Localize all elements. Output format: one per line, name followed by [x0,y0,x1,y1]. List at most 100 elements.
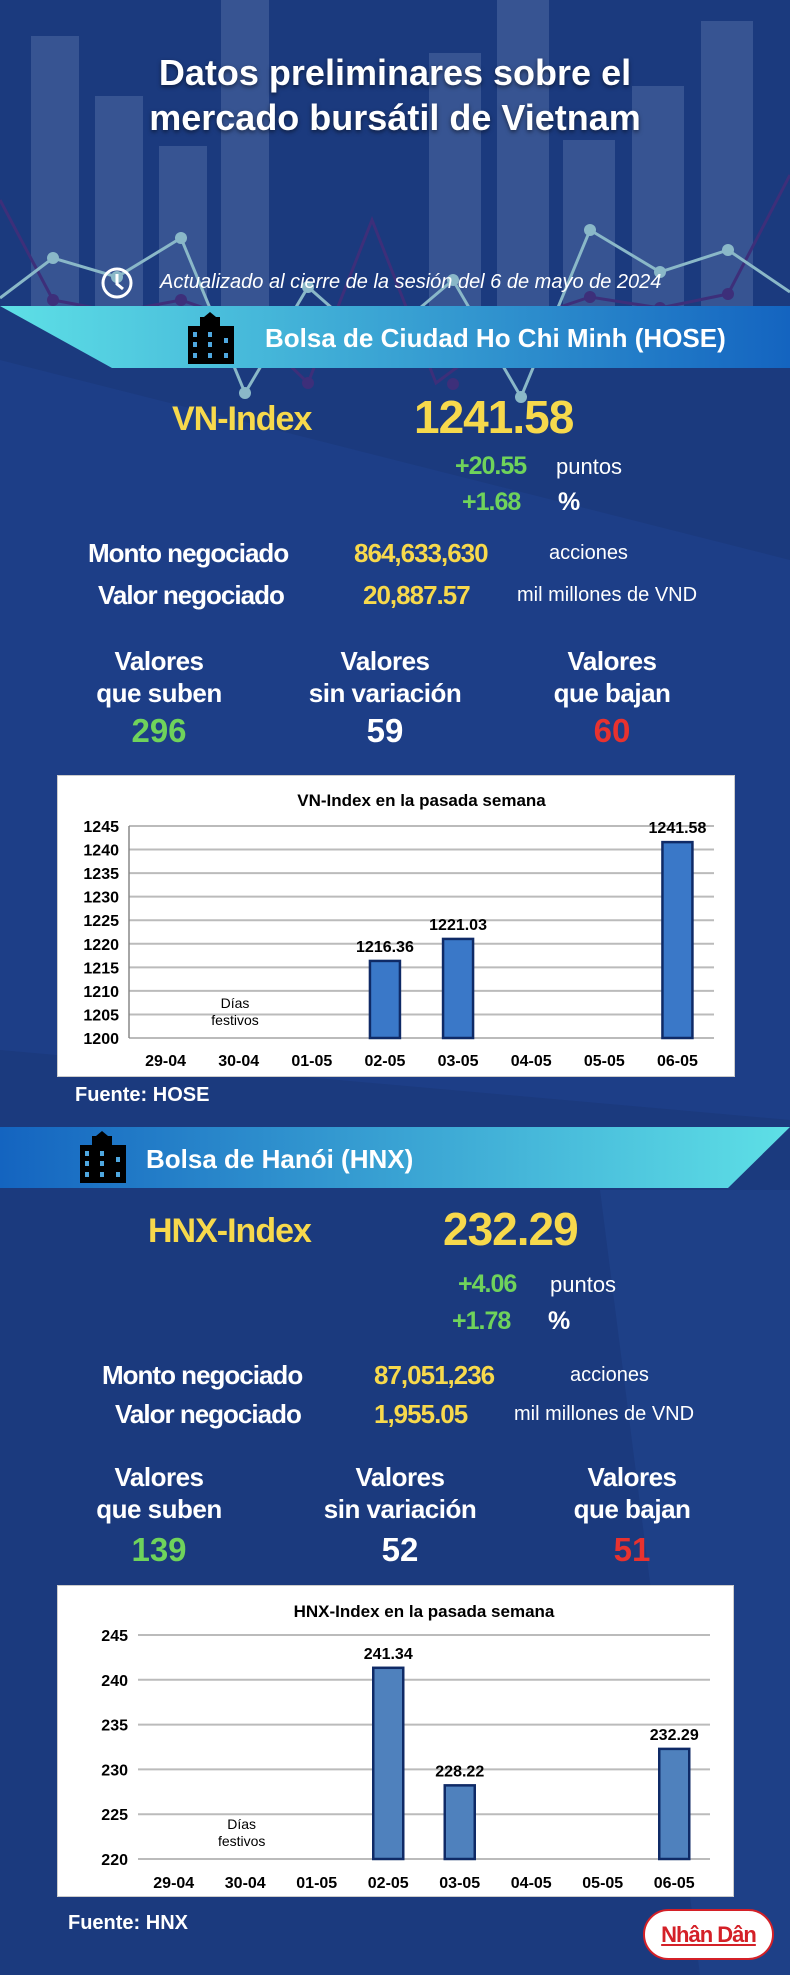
x-tick-label: 02-05 [364,1053,405,1070]
hnx-index-value: 232.29 [443,1203,579,1255]
holiday-annotation: festivos [211,1012,258,1028]
pct-unit: % [548,1307,571,1335]
chart-title: VN-Index en la pasada semana [297,791,546,810]
up-count: 296 [131,712,187,749]
holiday-annotation: Días [227,1816,256,1832]
page-title-line2: mercado bursátil de Vietnam [149,97,641,138]
y-tick-label: 1210 [83,984,119,1001]
y-tick-label: 245 [101,1628,128,1645]
hnx-index-chart: HNX-Index en la pasada semana 220 225 230 23… [57,1585,734,1897]
data-label: 1216.36 [356,939,414,956]
x-tick-label: 06-05 [657,1053,698,1070]
bar [368,959,402,1040]
hnx-change-points: +4.06 [458,1270,517,1298]
y-tick-label: 1220 [83,937,119,954]
down-count: 51 [613,1531,651,1568]
hnx-change-pct: +1.78 [452,1307,511,1335]
x-tick-label: 30-04 [218,1053,259,1070]
data-label: 228.22 [435,1763,484,1780]
volume-unit: acciones [570,1364,649,1386]
hose-source: Fuente: HOSE [75,1084,210,1106]
holiday-annotation: festivos [218,1833,265,1849]
vn-index-chart-svg: VN-Index en la pasada semana 1200 1205 1210… [83,791,714,1070]
x-tick-label: 05-05 [582,1875,623,1892]
y-tick-label: 230 [101,1762,128,1779]
down-label: Valores que bajan [553,646,671,708]
volume-label: Monto negociado [102,1360,303,1390]
data-label: 241.34 [364,1646,413,1663]
hnx-banner-bg [0,1127,790,1188]
x-tick-label: 02-05 [368,1875,409,1892]
y-tick-label: 240 [101,1673,128,1690]
value-value: 1,955.05 [374,1399,468,1429]
updated-text: Actualizado al cierre de la sesión del 6… [160,271,662,293]
hnx-index-label: HNX-Index [148,1212,312,1250]
pct-unit: % [558,488,581,516]
x-tick-label: 03-05 [439,1875,480,1892]
down-count: 60 [593,712,631,749]
hnx-source: Fuente: HNX [68,1912,188,1934]
vn-change-pct: +1.68 [462,488,521,516]
flat-count: 52 [381,1531,419,1568]
volume-value: 864,633,630 [354,538,489,568]
hnx-index-chart-svg: HNX-Index en la pasada semana 220 225 230 23… [101,1602,710,1892]
bar [658,1747,691,1861]
bar [372,1666,405,1861]
x-tick-label: 04-05 [511,1053,552,1070]
value-unit: mil millones de VND [517,584,698,606]
vn-index-label: VN-Index [172,400,312,438]
down-label: Valores que bajan [573,1462,691,1524]
page-title-line1: Datos preliminares sobre el [158,52,632,93]
x-tick-label: 01-05 [291,1053,332,1070]
building-icon [80,1131,126,1183]
y-tick-label: 1230 [83,890,119,907]
x-tick-label: 03-05 [438,1053,479,1070]
vn-index-chart: VN-Index en la pasada semana 1200 1205 1210… [57,775,735,1077]
holiday-annotation: Días [221,995,250,1011]
y-tick-label: 1225 [83,913,119,930]
y-tick-label: 1200 [83,1031,119,1048]
data-label: 1241.58 [649,820,707,837]
up-label: Valores que suben [96,1462,222,1524]
y-tick-label: 225 [101,1807,128,1824]
y-tick-label: 235 [101,1718,128,1735]
volume-value: 87,051,236 [374,1360,495,1390]
vn-change-points: +20.55 [455,452,527,480]
vn-index-value: 1241.58 [414,391,574,443]
bar [443,1784,476,1861]
x-tick-label: 29-04 [153,1875,194,1892]
x-tick-label: 05-05 [584,1053,625,1070]
value-label: Valor negociado [98,580,285,610]
points-unit: puntos [556,454,623,479]
points-unit: puntos [550,1272,617,1297]
value-unit: mil millones de VND [514,1403,695,1425]
value-label: Valor negociado [115,1399,302,1429]
y-tick-label: 1215 [83,960,119,977]
value-value: 20,887.57 [363,580,471,610]
hose-banner-title: Bolsa de Ciudad Ho Chi Minh (HOSE) [265,323,726,353]
x-tick-label: 04-05 [511,1875,552,1892]
volume-unit: acciones [549,542,628,564]
x-tick-label: 29-04 [145,1053,186,1070]
flat-count: 59 [366,712,404,749]
bar [441,937,475,1040]
x-tick-label: 01-05 [296,1875,337,1892]
flat-label: Valores sin variación [323,1462,477,1524]
y-tick-label: 220 [101,1852,128,1869]
hnx-banner-title: Bolsa de Hanói (HNX) [146,1144,414,1174]
nhan-dan-logo: Nhân Dân [643,1909,774,1960]
x-tick-label: 30-04 [225,1875,266,1892]
chart-title: HNX-Index en la pasada semana [294,1602,555,1621]
bar [661,840,694,1040]
x-tick-label: 06-05 [654,1875,695,1892]
up-label: Valores que suben [96,646,222,708]
up-count: 139 [131,1531,187,1568]
data-label: 232.29 [650,1727,699,1744]
y-tick-label: 1235 [83,866,119,883]
data-label: 1221.03 [429,917,487,934]
clock-icon [101,267,133,299]
y-tick-label: 1205 [83,1007,119,1024]
y-tick-label: 1245 [83,819,119,836]
volume-label: Monto negociado [88,538,289,568]
building-icon [188,312,234,364]
